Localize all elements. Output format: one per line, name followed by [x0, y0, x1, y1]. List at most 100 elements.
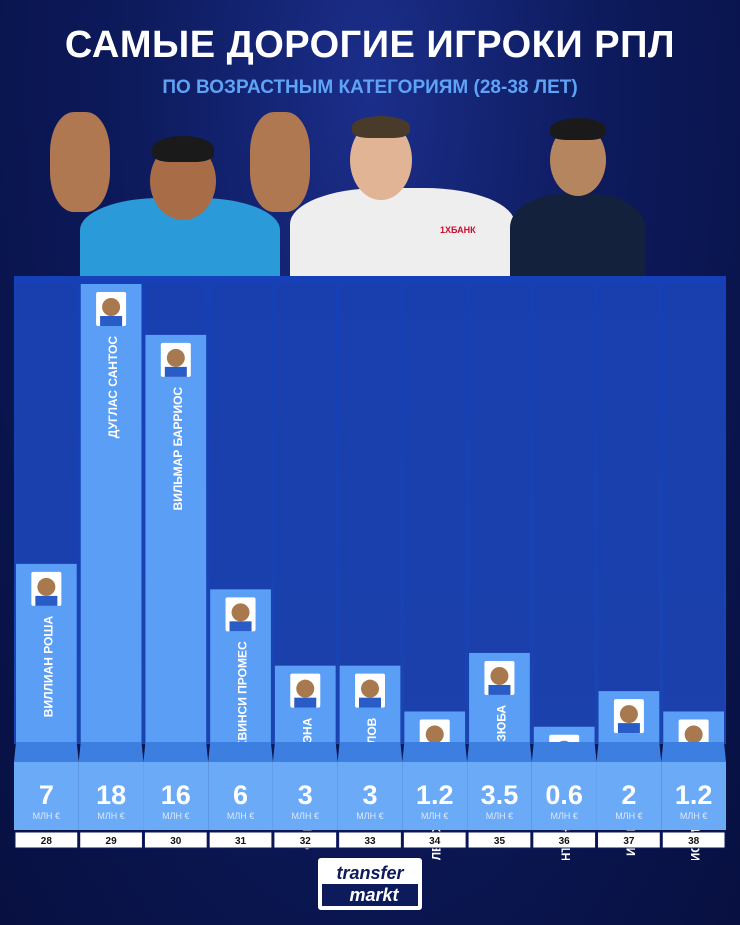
age-label: 33 [364, 836, 376, 847]
player-avatar-face [490, 666, 509, 685]
column-background [404, 284, 466, 742]
age-label: 29 [106, 836, 118, 847]
age-label: 34 [429, 836, 441, 847]
player-name-label: ВИЛЛИАН РОША [41, 616, 55, 718]
bar-base-step [596, 742, 662, 762]
value-label: 6 [233, 780, 248, 810]
unit-label: МЛН € [227, 811, 254, 821]
bar-base-step [272, 742, 338, 762]
player-avatar-shirt [164, 366, 187, 377]
age-label: 30 [170, 836, 182, 847]
player-avatar-face [296, 679, 315, 698]
unit-label: МЛН € [421, 811, 448, 821]
age-label: 38 [688, 836, 700, 847]
bar-base-step [143, 742, 209, 762]
age-box [14, 831, 79, 849]
bar-base-step [402, 742, 468, 762]
age-label: 32 [300, 836, 312, 847]
age-box [661, 831, 726, 849]
value-label: 1.2 [675, 780, 713, 810]
age-box [273, 831, 338, 849]
age-box [338, 831, 402, 849]
player-avatar-face [684, 725, 703, 744]
age-label: 37 [623, 836, 635, 847]
bar [145, 334, 207, 742]
unit-label: МЛН € [162, 811, 189, 821]
player-avatar-shirt [488, 684, 511, 695]
player-avatar-shirt [229, 621, 252, 632]
age-box [532, 831, 597, 849]
bar [80, 284, 142, 742]
player-avatar-shirt [294, 697, 317, 708]
logo-line-2: markt [349, 885, 399, 905]
column-background [598, 284, 660, 742]
age-box [597, 831, 661, 849]
hero-player-photo-right [510, 110, 645, 278]
bar-base-step [661, 742, 726, 762]
bar-base-step [337, 742, 403, 762]
value-label: 3 [362, 780, 377, 810]
hero-player-photo-left [50, 102, 310, 278]
unit-label: МЛН € [33, 811, 60, 821]
value-box [272, 762, 338, 830]
player-name-label: ВИЛЬМАР БАРРИОС [171, 387, 185, 511]
value-box [596, 762, 662, 830]
value-label: 3 [298, 780, 313, 810]
unit-label: МЛН € [356, 811, 383, 821]
age-label: 35 [494, 836, 506, 847]
player-avatar-face [166, 348, 185, 367]
value-box [14, 762, 79, 830]
value-box [78, 762, 144, 830]
bar-base-step [467, 742, 532, 762]
age-label: 31 [235, 836, 247, 847]
bar-base-step [14, 742, 79, 762]
age-box [208, 831, 273, 849]
unit-label: МЛН € [550, 811, 577, 821]
age-box [79, 831, 143, 849]
player-avatar-shirt [617, 723, 640, 734]
value-box [208, 762, 273, 830]
value-label: 3.5 [481, 780, 519, 810]
player-avatar-face [425, 725, 444, 744]
value-label: 1.2 [416, 780, 454, 810]
value-label: 18 [96, 780, 126, 810]
value-label: 16 [161, 780, 191, 810]
value-box [661, 762, 726, 830]
column-background [663, 284, 724, 742]
unit-label: МЛН € [292, 811, 319, 821]
unit-label: МЛН € [97, 811, 124, 821]
age-label: 28 [41, 836, 53, 847]
unit-label: МЛН € [615, 811, 642, 821]
value-label: 7 [39, 780, 54, 810]
value-box [402, 762, 468, 830]
player-avatar-face [37, 577, 56, 596]
player-name-label: КВИНСИ ПРОМЕС [236, 641, 250, 748]
bar [533, 726, 595, 742]
bar-base-step [531, 742, 597, 762]
column-background [533, 284, 595, 742]
player-avatar-shirt [100, 316, 123, 326]
player-avatar-face [102, 298, 121, 316]
bar-base-step [208, 742, 273, 762]
value-box [143, 762, 209, 830]
player-name-label: ДУГЛАС САНТОС [106, 336, 120, 439]
player-avatar-face [619, 705, 638, 724]
value-label: 2 [621, 780, 636, 810]
bar-base-step [78, 742, 144, 762]
page-subtitle: ПО ВОЗРАСТНЫМ КАТЕГОРИЯМ (28-38 ЛЕТ) [162, 77, 578, 98]
player-avatar-shirt [359, 697, 381, 708]
hero-player-photo-center: 1XБАНК [290, 110, 515, 278]
age-box [467, 831, 532, 849]
unit-label: МЛН € [486, 811, 513, 821]
player-avatar-face [231, 603, 250, 622]
unit-label: МЛН € [680, 811, 707, 821]
value-box [467, 762, 532, 830]
player-avatar-face [361, 679, 379, 698]
age-box [402, 831, 467, 849]
value-box [337, 762, 403, 830]
player-avatar-shirt [35, 595, 58, 606]
value-label: 0.6 [545, 780, 583, 810]
value-box [531, 762, 597, 830]
transfermarkt-logo: transfer markt [318, 858, 422, 910]
